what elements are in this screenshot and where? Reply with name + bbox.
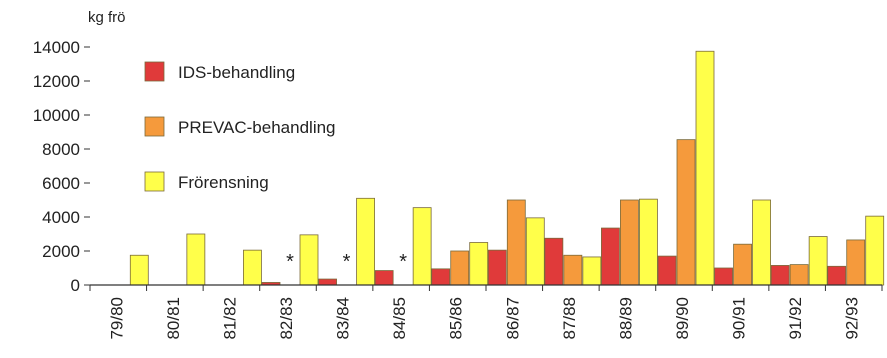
bar-1 (487, 249, 507, 286)
y-tick-label: 14000 (33, 38, 80, 57)
bar-3 (356, 197, 375, 286)
legend-swatch (144, 171, 165, 192)
bar-1 (657, 255, 677, 286)
bar-3 (186, 233, 206, 286)
bar-3 (752, 199, 771, 286)
x-tick-label: 88/89 (616, 297, 635, 340)
bar-1 (544, 237, 564, 286)
annotation-asterisk: * (286, 251, 294, 273)
annotation-asterisk: * (399, 251, 407, 273)
bar-3 (525, 217, 545, 286)
annotation-asterisk: * (343, 251, 351, 273)
y-tick-label: 6000 (42, 174, 80, 193)
y-axis-title: kg frö (88, 9, 126, 26)
x-tick-label: 81/82 (220, 297, 239, 340)
x-tick-label: 84/85 (390, 297, 409, 340)
y-tick-label: 10000 (33, 106, 80, 125)
bar-1 (318, 278, 337, 286)
bar-1 (714, 267, 733, 286)
legend-swatch (144, 116, 165, 137)
bar-3 (243, 249, 262, 286)
x-tick-label: 80/81 (164, 297, 183, 340)
legend: IDS-behandling PREVAC-behandling Frörensni… (144, 61, 336, 192)
x-tick-label: 83/84 (334, 297, 353, 340)
bar-2 (676, 139, 696, 286)
x-tick-label: 92/93 (843, 297, 862, 340)
bar-3 (129, 254, 149, 286)
bar-2 (563, 254, 583, 286)
legend-label: PREVAC-behandling (178, 118, 336, 137)
bar-1 (827, 265, 847, 286)
bar-3 (808, 236, 828, 286)
y-tick-label: 4000 (42, 208, 80, 227)
bar-2 (733, 243, 752, 286)
legend-swatch (144, 61, 165, 82)
bar-3 (582, 256, 602, 286)
bar-1 (601, 227, 620, 286)
x-tick-label: 79/80 (107, 297, 126, 340)
x-axis: 79/80 80/81 81/82 82/83 83/84 84/85 85/86 86/87… (89, 284, 883, 340)
x-tick-label: 82/83 (277, 297, 296, 340)
y-tick-label: 8000 (42, 140, 80, 159)
bar-2 (846, 239, 866, 286)
y-tick-label: 2000 (42, 242, 80, 261)
bar-1 (374, 270, 394, 286)
bar-3 (299, 234, 319, 286)
y-tick-label: 12000 (33, 72, 80, 91)
bar-2 (506, 199, 526, 286)
bar-1 (431, 268, 451, 286)
y-axis-ticks: 0 2000 4000 6000 8000 10000 12000 14000 (33, 38, 90, 295)
bar-3 (412, 207, 432, 286)
bar-3 (469, 242, 489, 286)
bar-3 (865, 215, 885, 286)
bar-3 (695, 50, 715, 286)
x-tick-label: 89/90 (673, 297, 692, 340)
x-tick-label: 86/87 (503, 297, 522, 340)
x-tick-label: 91/92 (786, 297, 805, 340)
annotations: * * * (286, 251, 407, 273)
y-tick-label: 0 (71, 276, 80, 295)
bar-2 (789, 264, 809, 286)
x-tick-label: 85/86 (447, 297, 466, 340)
legend-label: Frörensning (178, 173, 269, 192)
bar-2 (620, 199, 639, 286)
legend-label: IDS-behandling (178, 63, 295, 82)
x-tick-label: 87/88 (560, 297, 579, 340)
x-tick-label: 90/91 (730, 297, 749, 340)
bars (129, 50, 885, 286)
bar-3 (639, 198, 658, 286)
bar-2 (450, 250, 470, 286)
bar-1 (770, 265, 790, 286)
